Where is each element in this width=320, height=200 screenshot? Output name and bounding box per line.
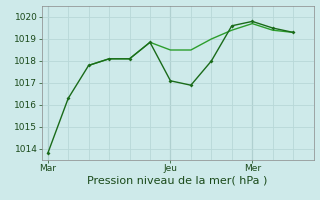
X-axis label: Pression niveau de la mer( hPa ): Pression niveau de la mer( hPa ) — [87, 176, 268, 186]
